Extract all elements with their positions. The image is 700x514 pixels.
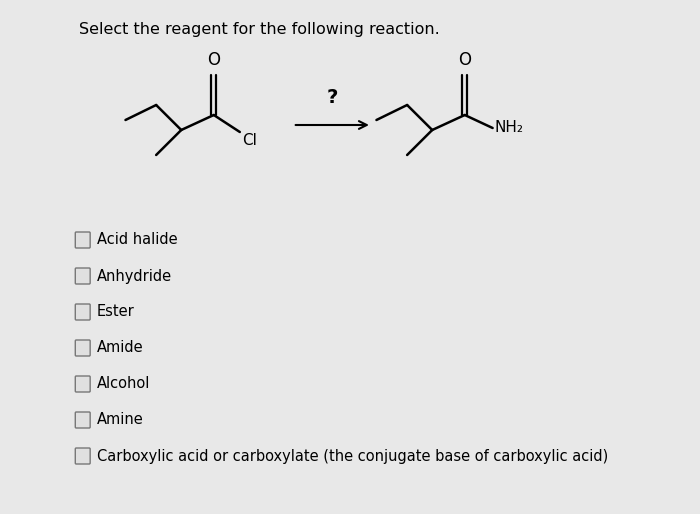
- Text: Acid halide: Acid halide: [97, 232, 177, 248]
- FancyBboxPatch shape: [76, 376, 90, 392]
- FancyBboxPatch shape: [76, 304, 90, 320]
- Text: NH₂: NH₂: [494, 120, 524, 136]
- FancyBboxPatch shape: [76, 268, 90, 284]
- Text: Cl: Cl: [241, 133, 256, 148]
- Text: Amide: Amide: [97, 340, 144, 356]
- Text: ?: ?: [326, 88, 337, 107]
- Text: Amine: Amine: [97, 413, 144, 428]
- Text: O: O: [458, 51, 471, 69]
- Text: O: O: [207, 51, 220, 69]
- FancyBboxPatch shape: [76, 448, 90, 464]
- FancyBboxPatch shape: [76, 232, 90, 248]
- FancyBboxPatch shape: [76, 412, 90, 428]
- Text: Select the reagent for the following reaction.: Select the reagent for the following rea…: [79, 22, 440, 37]
- Text: Ester: Ester: [97, 304, 134, 320]
- Text: Carboxylic acid or carboxylate (the conjugate base of carboxylic acid): Carboxylic acid or carboxylate (the conj…: [97, 449, 608, 464]
- FancyBboxPatch shape: [76, 340, 90, 356]
- Text: Anhydride: Anhydride: [97, 268, 172, 284]
- Text: Alcohol: Alcohol: [97, 376, 150, 392]
